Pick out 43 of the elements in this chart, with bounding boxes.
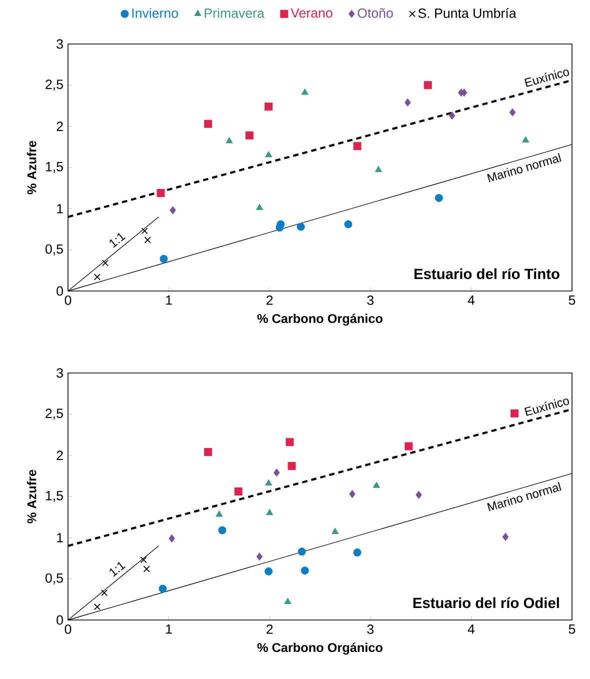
y-tick-label: 0 (56, 286, 63, 296)
y-tick-label: 2,5 (46, 80, 63, 91)
text: 1:1 (110, 232, 126, 248)
x-tick-label: 0 (64, 295, 72, 305)
y-axis-title: % Azufre (26, 140, 36, 194)
text: 1:1 (110, 562, 126, 577)
y-tick-label: 2,5 (46, 408, 63, 420)
y-tick-label: 1,5 (46, 162, 63, 173)
x-tick-label: 4 (468, 624, 475, 634)
x-tick-label: 0 (64, 624, 72, 634)
x-tick-label: 5 (568, 624, 576, 634)
annotation: Estuario del río Tinto (414, 268, 560, 280)
text: Marino normal (487, 482, 562, 512)
y-tick-label: 1 (57, 204, 63, 214)
x-axis-title: % Carbono Orgánico (257, 314, 382, 326)
x-tick-label: 2 (266, 295, 273, 305)
y-tick-label: 0,5 (46, 573, 63, 584)
x-tick-label: 5 (568, 295, 576, 305)
y-tick-label: 3 (56, 368, 63, 378)
y-tick-label: 2 (56, 122, 63, 131)
x-tick-label: 2 (266, 624, 273, 634)
annotation: Estuario del río Odiel (413, 597, 559, 608)
text: Euxínico (524, 70, 569, 87)
legend-label: Primavera (204, 8, 264, 18)
legend-label: Invierno (132, 8, 178, 18)
y-tick-label: 0 (56, 615, 63, 625)
text: Euxínico (524, 398, 569, 416)
y-tick-label: 1 (57, 533, 63, 542)
legend-label: Verano (290, 8, 332, 18)
y-tick-label: 2 (56, 450, 63, 460)
y-tick-label: 0,5 (46, 244, 63, 256)
legend-label: Otoño (358, 8, 393, 18)
y-axis-title: % Azufre (26, 470, 36, 524)
text: Marino normal (487, 153, 562, 182)
legend-label: S. Punta Umbría (418, 8, 516, 18)
x-tick-label: 1 (166, 295, 172, 305)
x-tick-label: 4 (468, 295, 475, 305)
x-tick-label: 3 (367, 295, 374, 305)
y-tick-label: 3 (56, 39, 63, 49)
y-tick-label: 1,5 (46, 491, 63, 502)
x-tick-label: 3 (367, 624, 374, 634)
x-tick-label: 1 (166, 624, 172, 634)
x-axis-title: % Carbono Orgánico (257, 642, 382, 655)
